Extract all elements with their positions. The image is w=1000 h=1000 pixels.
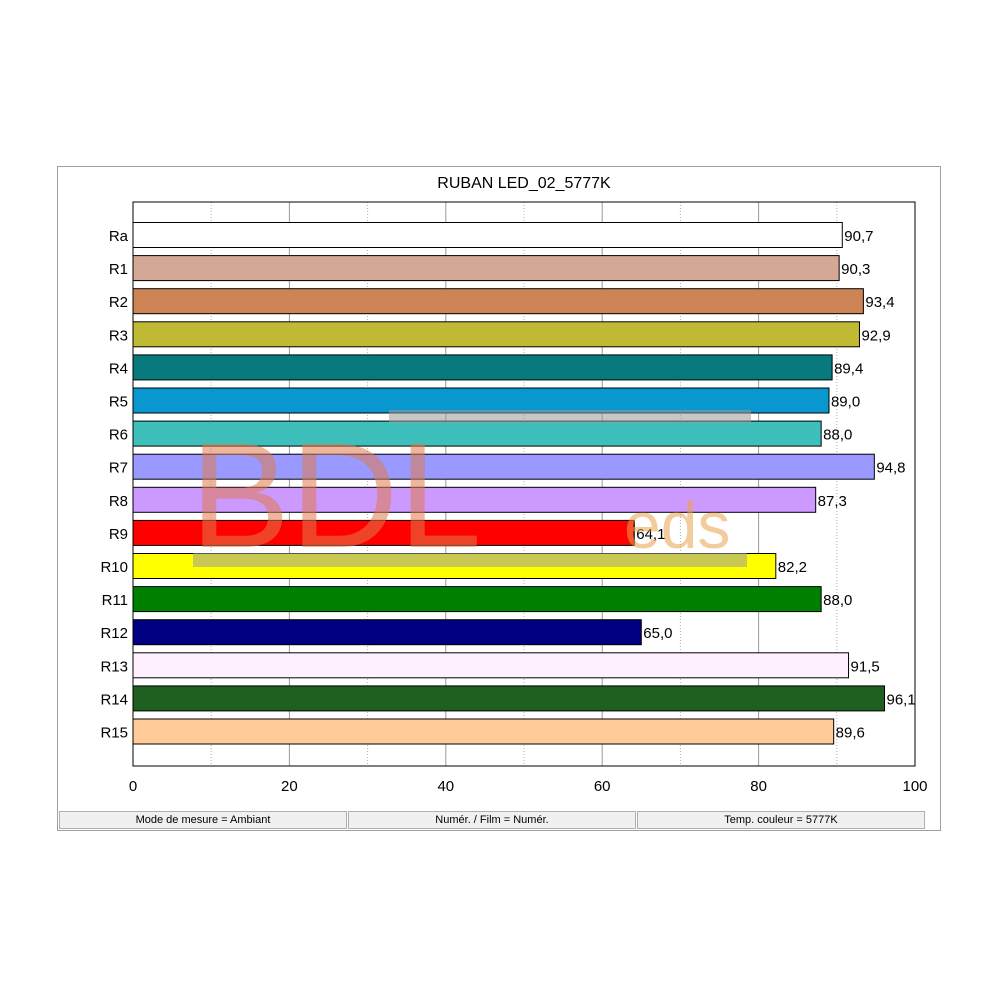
category-label: R8: [109, 493, 128, 510]
category-label: R12: [100, 625, 128, 642]
bar-value-label: 82,2: [778, 559, 807, 576]
bar-value-label: 87,3: [818, 493, 847, 510]
bar-value-label: 88,0: [823, 592, 852, 609]
status-film: Numér. / Film = Numér.: [348, 811, 636, 829]
category-label: R15: [100, 725, 128, 742]
category-label: R1: [109, 261, 128, 278]
bar-value-label: 65,0: [643, 625, 672, 642]
status-mode: Mode de mesure = Ambiant: [59, 811, 347, 829]
bar-r5: [132, 387, 830, 414]
bar-r13: [132, 652, 850, 679]
bar-r8: [132, 486, 817, 513]
bar-value-label: 91,5: [851, 658, 880, 675]
watermark-bar-top: [389, 410, 751, 423]
bar-r1: [132, 255, 840, 282]
x-tick-label: 80: [750, 778, 767, 795]
bar-r14: [132, 685, 886, 712]
bar-r9: [132, 519, 635, 546]
category-label: R3: [109, 327, 128, 344]
plot-border: [132, 201, 916, 767]
bar-r7: [132, 453, 875, 480]
status-bar: Mode de mesure = Ambiant Numér. / Film =…: [57, 810, 941, 831]
category-label: R13: [100, 658, 128, 675]
category-label: R10: [100, 559, 128, 576]
x-tick-label: 40: [437, 778, 454, 795]
bar-ra: [132, 222, 843, 248]
bar-r11: [132, 586, 822, 613]
bar-value-label: 93,4: [865, 294, 894, 311]
watermark-logo: BDL: [190, 411, 482, 579]
bar-r3: [132, 321, 860, 348]
category-label: R9: [109, 526, 128, 543]
bar-r15: [132, 718, 835, 745]
bar-r12: [132, 619, 642, 646]
category-label: Ra: [109, 228, 129, 245]
bar-value-label: 90,3: [841, 261, 870, 278]
chart-title: RUBAN LED_02_5777K: [437, 175, 611, 192]
watermark-bar-bottom: [193, 553, 747, 567]
status-temp: Temp. couleur = 5777K: [637, 811, 925, 829]
bar-value-label: 89,6: [836, 725, 865, 742]
bar-value-label: 89,0: [831, 394, 860, 411]
chart-panel: RUBAN LED_02_5777K 90,7 Ra 90,3 R1 93,4 R2 92,9…: [57, 166, 941, 831]
category-label: R2: [109, 294, 128, 311]
bar-r4: [132, 354, 833, 381]
category-label: R11: [102, 592, 128, 609]
bar-value-label: 96,1: [887, 691, 916, 708]
bar-r2: [132, 288, 864, 315]
bar-value-label: 64,1: [636, 526, 665, 543]
category-label: R14: [100, 691, 128, 708]
category-label: R4: [109, 360, 128, 377]
category-label: R5: [109, 394, 128, 411]
watermark-logo-small: eds: [624, 488, 730, 562]
bar-value-label: 89,4: [834, 360, 863, 377]
category-label: R6: [109, 427, 128, 444]
bar-value-label: 94,8: [876, 460, 905, 477]
bar-value-label: 88,0: [823, 427, 852, 444]
bar-value-label: 90,7: [844, 228, 873, 245]
x-tick-label: 60: [594, 778, 611, 795]
bar-value-label: 92,9: [861, 327, 890, 344]
x-tick-label: 20: [281, 778, 298, 795]
x-tick-label: 0: [129, 778, 137, 795]
x-tick-label: 100: [902, 778, 927, 795]
category-label: R7: [109, 460, 128, 477]
bar-chart: RUBAN LED_02_5777K 90,7 Ra 90,3 R1 93,4 R2 92,9…: [100, 175, 927, 795]
